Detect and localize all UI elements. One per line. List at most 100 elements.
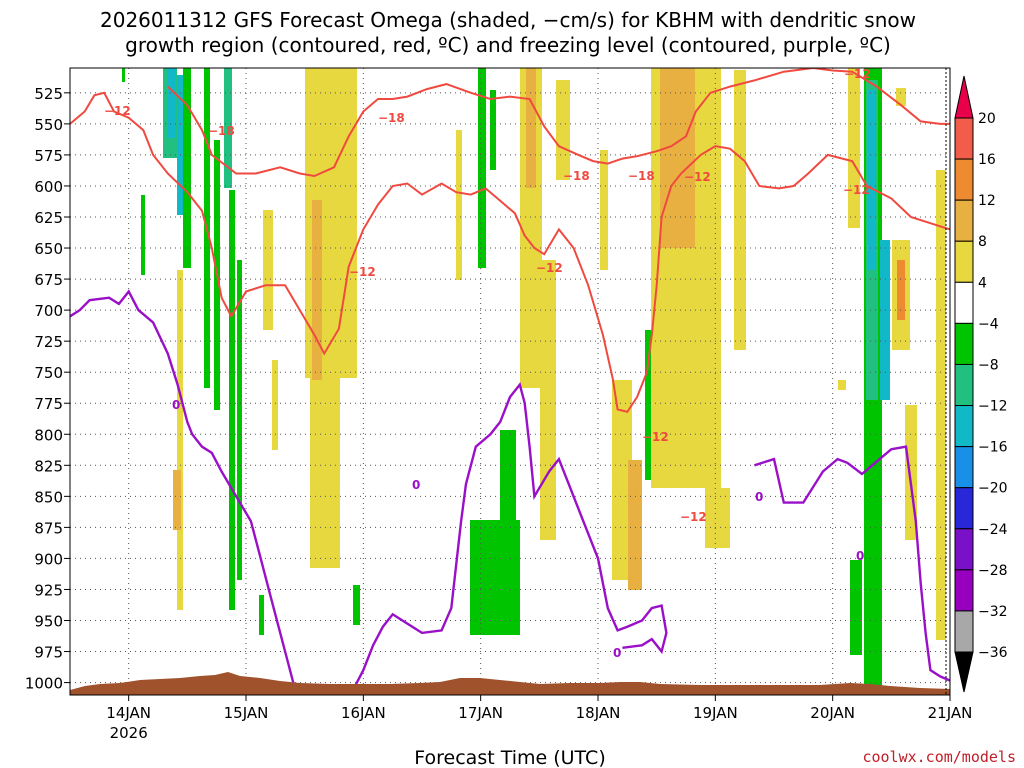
omega-cell	[500, 430, 516, 520]
colorbar: 20 16 12 8 4 −4 −8 −12 −16 −20 −24 −28 −32 −36	[954, 75, 1008, 693]
dgz-label: −18	[378, 111, 405, 125]
omega-cell	[705, 488, 730, 548]
y-tick-label: 650	[34, 240, 63, 258]
x-tick-label: 16JAN	[341, 704, 386, 722]
colorbar-swatch	[954, 487, 974, 530]
colorbar-swatch	[954, 158, 974, 201]
colorbar-label: 16	[978, 152, 996, 168]
y-tick-label: 1000	[25, 675, 63, 693]
x-tick-label: 21JAN	[928, 704, 973, 722]
y-tick-label: 975	[34, 644, 63, 662]
omega-cell	[224, 68, 232, 188]
colorbar-label: 20	[978, 111, 996, 127]
y-axis-ticks: 525 550 575 600 625 650 675 700 725 750 775 800 825 8…	[25, 85, 70, 693]
y-tick-label: 900	[34, 550, 63, 568]
dgz-label: −12	[104, 104, 131, 118]
x-tick-label: 20JAN	[810, 704, 855, 722]
dgz-lower-contour	[70, 91, 950, 414]
colorbar-swatch	[954, 363, 974, 407]
x-tick-label: 17JAN	[458, 704, 503, 722]
y-tick-label: 725	[34, 333, 63, 351]
dgz-label: −12	[536, 261, 563, 275]
omega-cell	[600, 150, 608, 270]
colorbar-swatch	[954, 446, 974, 489]
dgz-label: −12	[684, 170, 711, 184]
colorbar-swatch	[954, 569, 974, 612]
omega-cell	[734, 70, 746, 350]
omega-cell	[848, 68, 860, 228]
omega-cell	[263, 210, 273, 330]
y-tick-label: 675	[34, 271, 63, 289]
omega-cell	[122, 68, 125, 82]
freezing-level-contour-b	[352, 381, 668, 690]
omega-cell	[628, 460, 642, 590]
omega-cell	[868, 90, 876, 270]
omega-cell	[456, 130, 462, 280]
omega-cell	[177, 75, 183, 215]
omega-cell	[556, 80, 570, 180]
omega-cell	[141, 195, 145, 275]
x-tick-label: 19JAN	[693, 704, 738, 722]
omega-cell	[173, 470, 181, 530]
omega-cell	[838, 380, 846, 390]
colorbar-swatch	[954, 528, 974, 571]
omega-cell	[470, 520, 520, 635]
colorbar-swatch	[954, 240, 974, 283]
site-credit: coolwx.com/models	[862, 748, 1016, 766]
colorbar-label: −20	[978, 481, 1008, 497]
colorbar-label: −12	[978, 399, 1008, 415]
colorbar-swatch	[954, 405, 974, 448]
dgz-label: −18	[628, 169, 655, 183]
x-tick-label: 15JAN	[224, 704, 269, 722]
omega-cell	[310, 378, 340, 568]
y-tick-label: 775	[34, 395, 63, 413]
y-tick-label: 575	[34, 147, 63, 165]
omega-cell	[167, 68, 175, 138]
y-tick-label: 525	[34, 85, 63, 103]
y-tick-label: 925	[34, 581, 63, 599]
omega-cell	[353, 585, 360, 625]
freezing-label: 0	[856, 549, 864, 563]
chart-title-line2: growth region (contoured, red, ºC) and f…	[125, 33, 891, 57]
dgz-label: −12	[642, 430, 669, 444]
omega-cell	[526, 68, 536, 188]
omega-cell	[936, 170, 946, 640]
colorbar-swatch	[954, 281, 974, 324]
colorbar-label: 12	[978, 193, 996, 209]
plot-frame	[69, 67, 951, 696]
omega-cell	[478, 68, 486, 268]
chart-title-line1: 2026011312 GFS Forecast Omega (shaded, −…	[100, 8, 916, 32]
dgz-label: −18	[208, 124, 235, 138]
y-tick-label: 850	[34, 488, 63, 506]
freezing-labels: 0 0 0 0 0	[172, 398, 864, 660]
y-tick-label: 950	[34, 613, 63, 631]
omega-cell	[520, 68, 542, 388]
y-tick-label: 750	[34, 364, 63, 382]
dgz-label: −12	[349, 265, 376, 279]
dgz-label: −12	[844, 67, 871, 81]
x-axis-label: Forecast Time (UTC)	[414, 747, 605, 768]
omega-cell	[880, 240, 890, 400]
colorbar-label: −28	[978, 563, 1008, 579]
omega-cell	[312, 200, 322, 380]
colorbar-label: −4	[978, 316, 999, 332]
freezing-label: 0	[613, 646, 621, 660]
omega-cell	[897, 260, 905, 320]
omega-cell	[490, 90, 496, 170]
y-tick-label: 800	[34, 426, 63, 444]
x-axis-ticks: 14JAN 2026 15JAN 16JAN 17JAN 18JAN 19JAN 20JAN 2…	[106, 695, 972, 742]
colorbar-label: −24	[978, 522, 1008, 538]
dgz-label: −12	[680, 510, 707, 524]
dgz-upper-contour	[167, 68, 950, 178]
colorbar-label: −16	[978, 440, 1008, 456]
omega-cell	[272, 360, 278, 450]
freezing-label: 0	[755, 490, 763, 504]
colorbar-swatch	[954, 199, 974, 242]
y-tick-label: 700	[34, 302, 63, 320]
omega-cell	[850, 560, 862, 655]
x-tick-sublabel: 2026	[110, 724, 148, 742]
colorbar-label: 4	[978, 275, 987, 291]
colorbar-label: 8	[978, 234, 987, 250]
x-tick-label: 18JAN	[576, 704, 621, 722]
